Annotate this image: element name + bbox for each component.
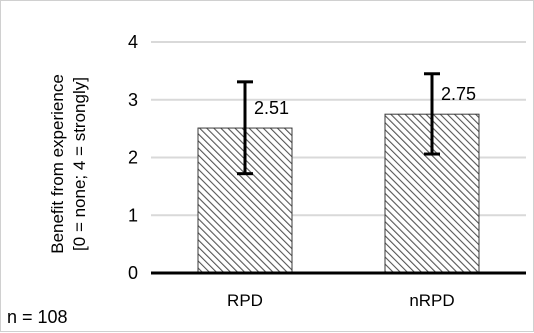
y-tick-label-3: 3 [128, 90, 138, 110]
y-tick-label-2: 2 [128, 148, 138, 168]
data-labels: 2.51 2.75 [254, 84, 476, 118]
y-axis-label-line-1: Benefit from experience [48, 74, 67, 254]
category-labels: RPD nRPD [227, 291, 455, 310]
y-tick-label-4: 4 [128, 32, 138, 52]
y-tick-label-0: 0 [128, 263, 138, 283]
bars [197, 113, 480, 274]
y-axis-ticks: 0 1 2 3 4 [128, 32, 138, 283]
error-bar-nRPD [424, 72, 440, 156]
error-bars [237, 72, 440, 176]
category-label-nRPD: nRPD [409, 291, 454, 310]
data-label-RPD: 2.51 [254, 98, 289, 118]
sample-size-note: n = 108 [7, 307, 68, 327]
category-label-RPD: RPD [227, 291, 263, 310]
y-axis-label: Benefit from experience [0 = none; 4 = s… [48, 74, 89, 254]
error-bar-RPD [237, 80, 253, 176]
y-tick-label-1: 1 [128, 205, 138, 225]
y-axis-label-line-2: [0 = none; 4 = strongly] [70, 77, 89, 251]
data-label-nRPD: 2.75 [441, 84, 476, 104]
